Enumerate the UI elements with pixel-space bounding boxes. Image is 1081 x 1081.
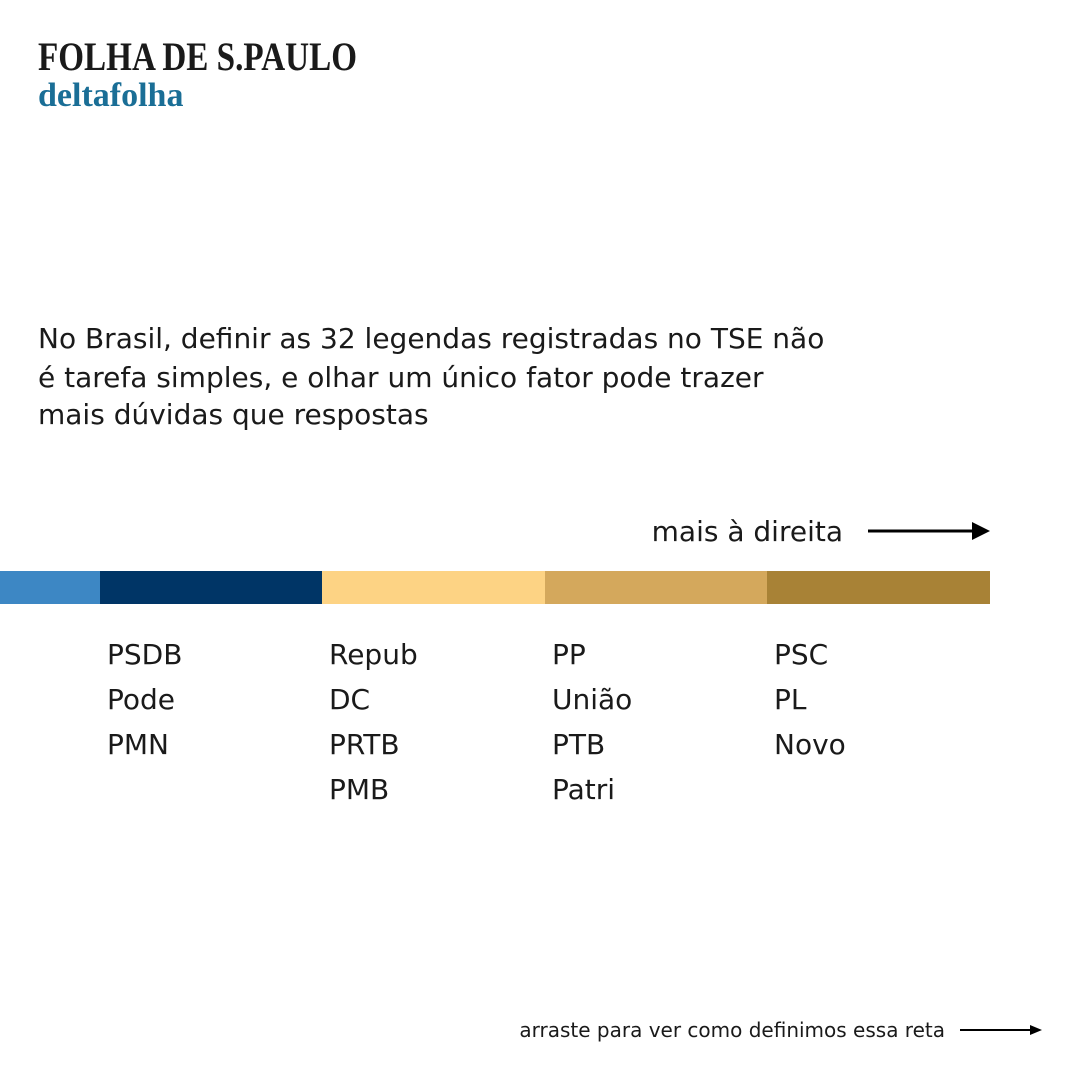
spectrum-segment xyxy=(767,571,990,604)
section-name: deltafolha xyxy=(38,77,183,114)
party-label: Patri xyxy=(552,773,615,806)
footer[interactable]: arraste para ver como definimos essa ret… xyxy=(519,1018,945,1042)
spectrum-segment xyxy=(0,571,100,604)
spectrum-segment xyxy=(545,571,767,604)
intro-line: é tarefa simples, e olhar um único fator… xyxy=(38,361,764,394)
footer-arrow-head xyxy=(1030,1025,1042,1035)
party-label: União xyxy=(552,683,632,716)
intro-line: No Brasil, definir as 32 legendas regist… xyxy=(38,322,824,355)
party-label: Repub xyxy=(329,638,418,671)
party-label: Novo xyxy=(774,728,846,761)
party-label: PSDB xyxy=(107,638,182,671)
spectrum-segment xyxy=(100,571,322,604)
party-label: PSC xyxy=(774,638,828,671)
party-label: PTB xyxy=(552,728,605,761)
party-label: PRTB xyxy=(329,728,400,761)
intro-line: mais dúvidas que respostas xyxy=(38,398,429,431)
party-label: PP xyxy=(552,638,586,671)
direction-label: mais à direita xyxy=(652,515,843,548)
party-label: PMB xyxy=(329,773,389,806)
party-label: DC xyxy=(329,683,370,716)
party-label: PMN xyxy=(107,728,169,761)
party-label: PL xyxy=(774,683,807,716)
party-label: Pode xyxy=(107,683,175,716)
spectrum-segment xyxy=(322,571,545,604)
arrow-head xyxy=(972,522,990,540)
brand: FOLHA DE S.PAULO xyxy=(38,34,357,79)
